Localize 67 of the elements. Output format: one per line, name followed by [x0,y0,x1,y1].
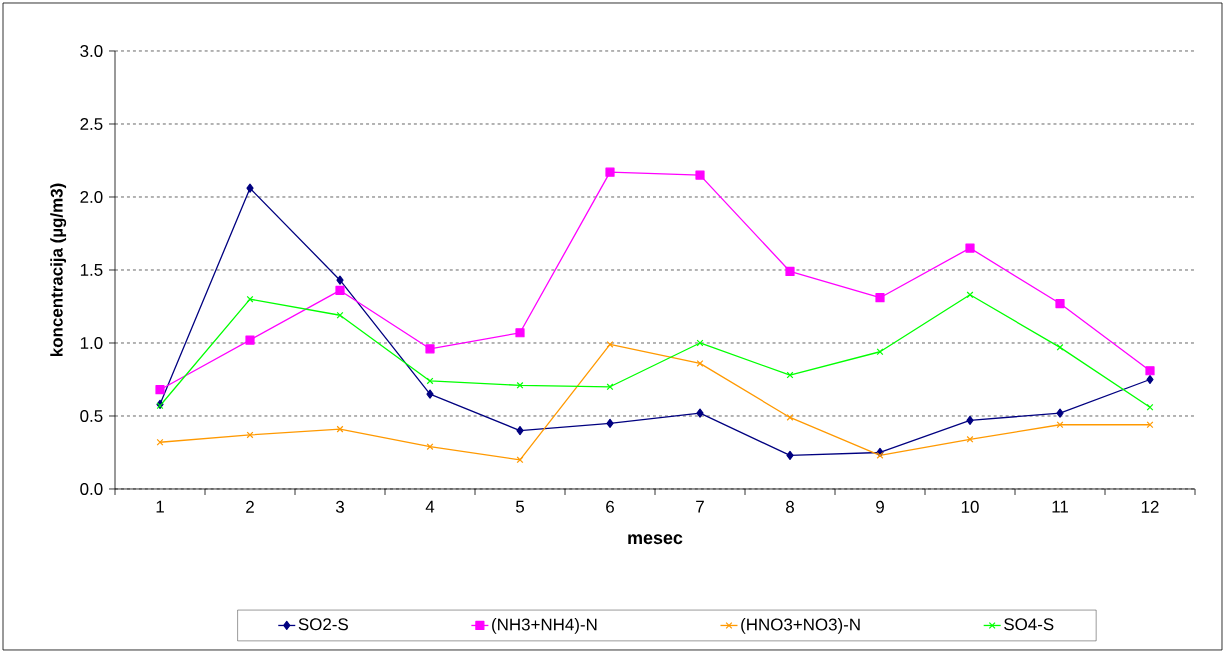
legend-label: (HNO3+NO3)-N [741,618,860,634]
point [426,389,434,399]
y-tick-label: 0.0 [80,482,103,495]
point [1145,366,1155,376]
x-tick-label: 7 [696,500,704,513]
point [336,311,344,319]
x-tick-label: 8 [786,500,794,513]
x-tick-label: 12 [1141,500,1159,513]
point [786,371,794,379]
point [605,167,615,177]
x-axis-title: mesec [628,534,683,545]
point [1146,374,1154,385]
point [966,291,974,299]
point [515,328,525,338]
y-axis-title: koncentracija (µg/m3) [50,183,67,357]
point [246,295,254,303]
point [336,425,344,433]
legend-label: SO2-S [298,618,348,631]
legend-label: SO4-S [1004,618,1054,631]
point [606,341,614,348]
y-tick-label: 3.0 [80,44,103,57]
y-tick-label: 1.0 [80,336,103,349]
point [516,456,524,464]
point [156,438,164,446]
point [336,275,344,285]
point [696,408,704,418]
x-tick-label: 3 [335,500,344,513]
x-tick-label: 2 [246,500,254,513]
x-tick-label: 10 [961,500,979,513]
point [785,266,795,277]
x-tick-label: 6 [606,500,614,513]
y-tick-label: 1.5 [80,264,103,276]
point [876,348,884,356]
point [1056,343,1064,351]
point [786,450,794,461]
point [606,383,614,391]
x-tick-label: 11 [1052,500,1068,513]
x-tick-label: 4 [425,500,435,513]
y-tick-label: 0.5 [80,409,103,422]
point [155,385,165,395]
point [245,335,255,345]
point [875,293,885,303]
y-tick-label: 2.5 [80,117,103,130]
point [1055,298,1065,309]
x-tick-label: 9 [876,500,884,513]
point [786,414,794,421]
point [516,425,524,436]
x-tick-label: 5 [515,500,524,513]
legend-label: (NH3+NH4)-N [492,618,597,634]
point [966,435,974,443]
point [425,344,435,354]
point [335,285,345,296]
point [1146,403,1154,411]
point [426,443,434,451]
point [1146,421,1154,429]
point [695,170,705,180]
point [965,243,975,253]
point [246,183,254,193]
point [606,418,614,428]
point [1056,408,1064,418]
point [966,415,974,425]
point [1056,421,1064,429]
point [696,360,704,367]
x-tick-label: 1 [156,500,164,513]
point [516,381,524,389]
point [876,451,884,459]
y-tick-label: 2.0 [80,190,103,203]
